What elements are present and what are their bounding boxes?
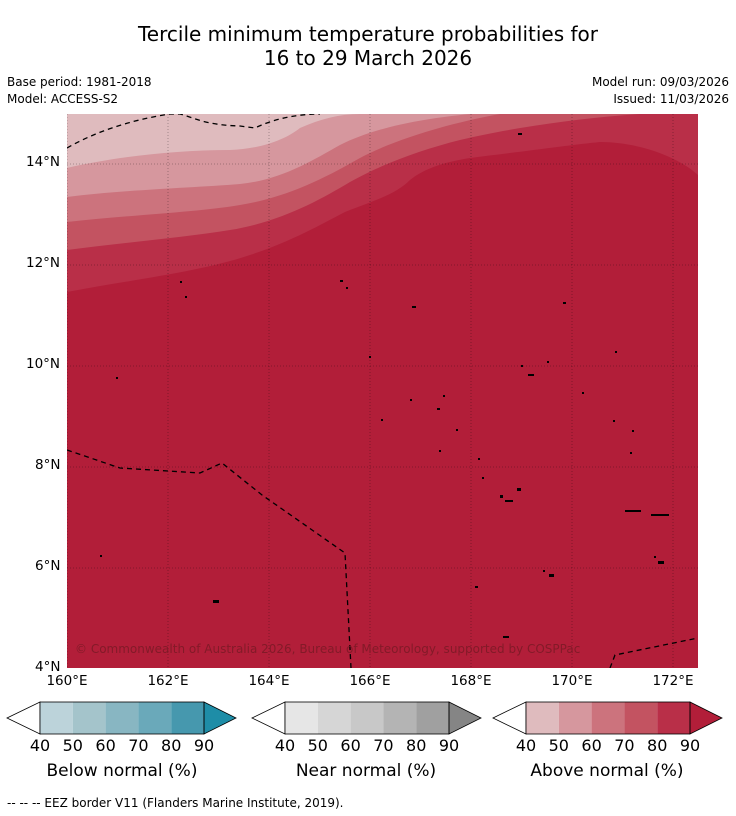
- probability-fill: © Commonwealth of Australia 2026, Bureau…: [67, 114, 698, 668]
- base-period: Base period: 1981-2018: [7, 75, 152, 89]
- meta-right: Model run: 09/03/2026 Issued: 11/03/2026: [592, 74, 729, 108]
- above-arrow-left: [492, 701, 527, 735]
- lat-label-4n: 4°N: [35, 659, 61, 675]
- below-seg-70-80: [138, 702, 172, 734]
- near-normal-colorbar: [251, 701, 482, 735]
- lon-label-164e: 164°E: [248, 673, 290, 689]
- lon-label-168e: 168°E: [450, 673, 492, 689]
- above-tick-60: 60: [581, 736, 602, 755]
- above-normal-label: Above normal (%): [530, 761, 684, 781]
- near-tick-50: 50: [307, 736, 328, 755]
- lon-label-162e: 162°E: [147, 673, 189, 689]
- model-name: Model: ACCESS-S2: [7, 92, 119, 106]
- below-seg-80-90: [171, 702, 204, 734]
- title-line-1: Tercile minimum temperature probabilitie…: [137, 22, 599, 46]
- lat-label-10n: 10°N: [26, 356, 61, 372]
- above-tick-70: 70: [614, 736, 635, 755]
- above-tick-40: 40: [515, 736, 537, 755]
- eez-footnote: -- -- -- EEZ border V11 (Flanders Marine…: [7, 796, 344, 810]
- near-normal-label: Near normal (%): [295, 761, 437, 781]
- above-arrow-right: [689, 701, 723, 735]
- lat-label-6n: 6°N: [35, 558, 61, 574]
- eez-borders: [67, 114, 698, 668]
- below-normal-colorbar: [6, 701, 237, 735]
- above-normal-colorbar: [492, 701, 723, 735]
- near-seg-50-60: [317, 702, 351, 734]
- above-tick-50: 50: [548, 736, 569, 755]
- near-tick-40: 40: [274, 736, 296, 755]
- above-seg-60-70: [591, 702, 625, 734]
- above-seg-50-60: [558, 702, 592, 734]
- near-seg-80-90: [416, 702, 449, 734]
- above-seg-80-90: [657, 702, 690, 734]
- below-tick-70: 70: [128, 736, 149, 755]
- above-tick-80: 80: [647, 736, 668, 755]
- title-line-2: 16 to 29 March 2026: [263, 46, 473, 70]
- model-run: Model run: 09/03/2026: [591, 75, 729, 89]
- lat-label-8n: 8°N: [35, 457, 61, 473]
- near-seg-40-50: [285, 702, 318, 734]
- above-tick-90: 90: [679, 736, 701, 755]
- lon-label-160e: 160°E: [46, 673, 88, 689]
- near-tick-60: 60: [340, 736, 361, 755]
- below-tick-40: 40: [29, 736, 51, 755]
- near-seg-70-80: [383, 702, 417, 734]
- below-seg-40-50: [40, 702, 73, 734]
- near-tick-70: 70: [373, 736, 394, 755]
- lon-label-166e: 166°E: [349, 673, 391, 689]
- below-tick-80: 80: [161, 736, 182, 755]
- meta-left: Base period: 1981-2018 Model: ACCESS-S2: [7, 74, 152, 108]
- below-tick-60: 60: [95, 736, 116, 755]
- issued-date: Issued: 11/03/2026: [613, 92, 729, 106]
- lon-label-172e: 172°E: [652, 673, 694, 689]
- below-seg-50-60: [72, 702, 106, 734]
- below-seg-60-70: [105, 702, 139, 734]
- below-tick-50: 50: [62, 736, 83, 755]
- near-arrow-right: [448, 701, 482, 735]
- lat-label-12n: 12°N: [26, 255, 61, 271]
- near-arrow-left: [251, 701, 286, 735]
- lon-label-170e: 170°E: [551, 673, 593, 689]
- near-tick-80: 80: [406, 736, 427, 755]
- above-seg-40-50: [526, 702, 559, 734]
- below-normal-label: Below normal (%): [46, 761, 198, 781]
- below-tick-90: 90: [193, 736, 215, 755]
- below-arrow-left: [6, 701, 41, 735]
- islands: [100, 133, 669, 638]
- near-seg-60-70: [350, 702, 384, 734]
- map-title: Tercile minimum temperature probabilitie…: [0, 22, 736, 70]
- probability-map: © Commonwealth of Australia 2026, Bureau…: [67, 114, 698, 668]
- lat-label-14n: 14°N: [26, 154, 61, 170]
- band-above-90: [67, 142, 698, 668]
- above-seg-70-80: [624, 702, 658, 734]
- graticule: [67, 114, 698, 668]
- copyright-text: © Commonwealth of Australia 2026, Bureau…: [75, 642, 580, 656]
- below-arrow-right: [203, 701, 237, 735]
- near-tick-90: 90: [438, 736, 460, 755]
